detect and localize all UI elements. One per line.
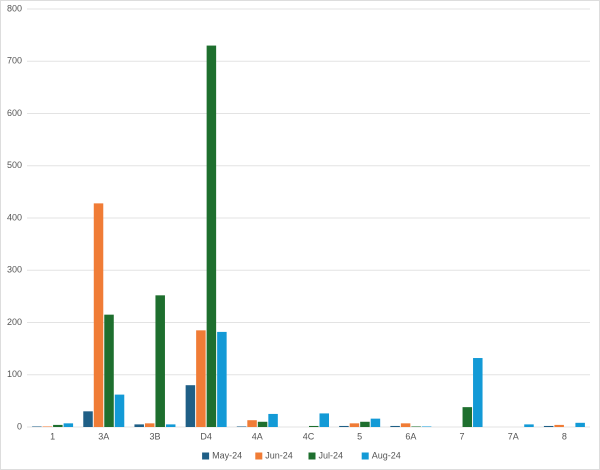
y-tick-label: 600 [7,108,22,118]
x-tick-label: 3B [149,431,160,441]
y-tick-label: 0 [17,421,22,431]
bar [309,425,319,427]
bar [411,426,421,427]
bar [349,423,360,427]
bar [93,203,104,427]
y-tick-label: 700 [7,56,22,66]
x-tick-label: 1 [50,431,55,441]
y-tick-label: 100 [7,369,22,379]
bar [32,426,42,427]
bar [421,426,432,427]
bar [462,407,473,427]
legend-label: May-24 [212,450,242,460]
bar [144,423,155,427]
y-tick-label: 300 [7,265,22,275]
legend-swatch [202,452,210,460]
x-tick-label: 5 [357,431,362,441]
bar [165,424,176,427]
bar [575,422,585,427]
y-tick-label: 500 [7,160,22,170]
bar [339,425,349,427]
bar [114,394,125,427]
bar [53,424,63,427]
x-tick-label: 7A [508,431,519,441]
bar [543,425,554,427]
bar [217,331,227,427]
bar [370,418,381,427]
x-tick-label: 4A [252,431,263,441]
bar [400,423,411,427]
bar [206,45,217,427]
x-tick-label: 7 [460,431,465,441]
bar [104,314,114,427]
bar [185,385,196,427]
legend-swatch [361,452,369,460]
x-tick-label: 4C [303,431,315,441]
legend-swatch [255,452,263,460]
bar [63,423,74,427]
x-tick-label: 3A [98,431,109,441]
bar [236,426,247,427]
bar [473,358,483,427]
y-tick-label: 200 [7,317,22,327]
legend-label: Aug-24 [372,450,401,460]
bar [42,426,53,427]
legend-label: Jun-24 [265,450,293,460]
bar [247,420,257,427]
bar [196,330,206,427]
x-tick-label: D4 [200,431,212,441]
y-tick-label: 800 [7,3,22,13]
legend-label: Jul-24 [319,450,344,460]
legend-swatch [308,452,316,460]
y-tick-label: 400 [7,212,22,222]
x-tick-label: 6A [405,431,416,441]
bar [319,413,329,427]
bar [524,424,534,427]
x-tick-label: 8 [562,431,567,441]
bar [83,411,93,427]
bar [155,295,165,427]
bar [134,424,144,427]
bar [554,424,564,427]
bar [268,413,278,427]
bar [360,421,370,427]
bar [390,425,400,427]
bar [257,421,268,427]
